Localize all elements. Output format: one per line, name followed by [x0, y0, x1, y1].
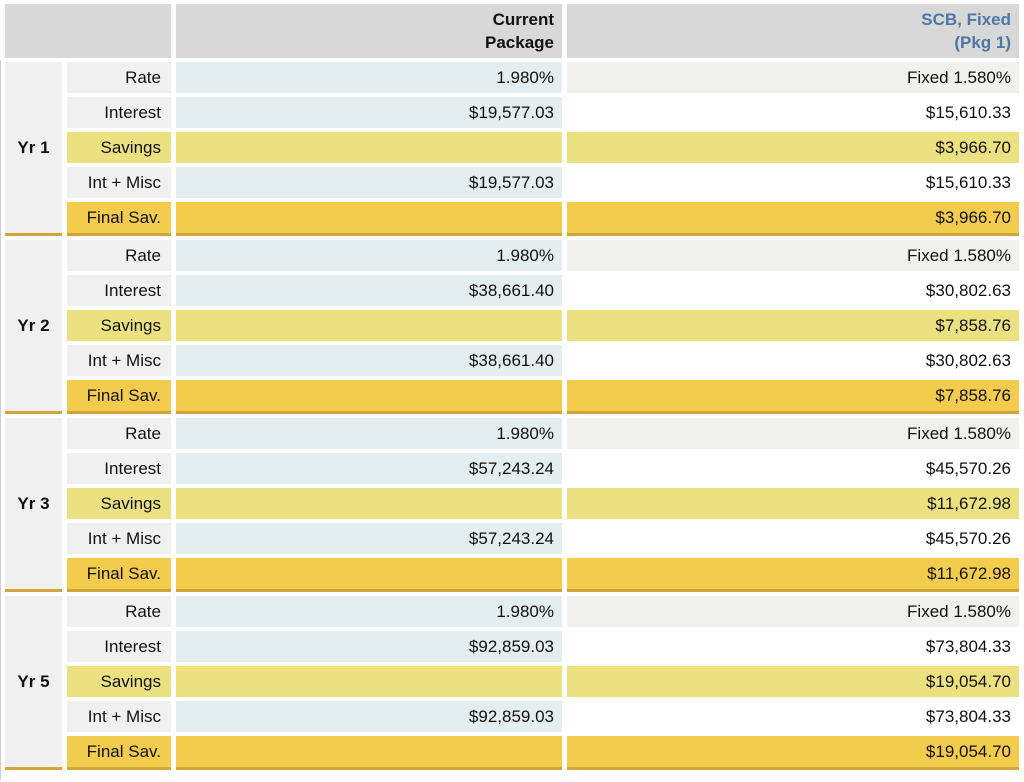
- row-label: Interest: [67, 453, 171, 484]
- row-label: Int + Misc: [67, 523, 171, 554]
- current-value: [176, 558, 562, 592]
- current-value: [176, 202, 562, 236]
- row-label: Savings: [67, 488, 171, 519]
- current-value: [176, 132, 562, 163]
- scb-value: $19,054.70: [567, 736, 1019, 770]
- corner-header: [5, 4, 171, 58]
- current-value: $57,243.24: [176, 523, 562, 554]
- left-edge-line: [0, 60, 1, 780]
- current-value: $38,661.40: [176, 345, 562, 376]
- table-row: Savings $7,858.76: [5, 310, 1019, 341]
- current-value: $19,577.03: [176, 97, 562, 128]
- scb-value: $30,802.63: [567, 345, 1019, 376]
- current-value: $92,859.03: [176, 631, 562, 662]
- row-label: Rate: [67, 596, 171, 627]
- current-value: 1.980%: [176, 596, 562, 627]
- scb-value: $7,858.76: [567, 380, 1019, 414]
- scb-value: $73,804.33: [567, 701, 1019, 732]
- scb-value: Fixed 1.580%: [567, 62, 1019, 93]
- row-label: Int + Misc: [67, 167, 171, 198]
- year-cell: Yr 1: [5, 62, 62, 236]
- scb-value: $11,672.98: [567, 558, 1019, 592]
- current-value: 1.980%: [176, 240, 562, 271]
- scb-value: $73,804.33: [567, 631, 1019, 662]
- table-row: Interest $57,243.24 $45,570.26: [5, 453, 1019, 484]
- current-value: [176, 488, 562, 519]
- table-row: Int + Misc $57,243.24 $45,570.26: [5, 523, 1019, 554]
- table-row: Interest $92,859.03 $73,804.33: [5, 631, 1019, 662]
- row-label: Final Sav.: [67, 380, 171, 414]
- header-row: Current Package SCB, Fixed (Pkg 1): [5, 4, 1019, 58]
- current-value: $92,859.03: [176, 701, 562, 732]
- scb-value: Fixed 1.580%: [567, 240, 1019, 271]
- table-row: Savings $19,054.70: [5, 666, 1019, 697]
- scb-value: $45,570.26: [567, 523, 1019, 554]
- current-value: [176, 736, 562, 770]
- row-label: Int + Misc: [67, 701, 171, 732]
- year-cell: Yr 2: [5, 240, 62, 414]
- table-row: Savings $11,672.98: [5, 488, 1019, 519]
- scb-value: $3,966.70: [567, 132, 1019, 163]
- table-row: Int + Misc $92,859.03 $73,804.33: [5, 701, 1019, 732]
- scb-value: $11,672.98: [567, 488, 1019, 519]
- table-row: Savings $3,966.70: [5, 132, 1019, 163]
- scb-value: $45,570.26: [567, 453, 1019, 484]
- table-row: Int + Misc $38,661.40 $30,802.63: [5, 345, 1019, 376]
- scb-value: $15,610.33: [567, 97, 1019, 128]
- table-row: Yr 2 Rate 1.980% Fixed 1.580%: [5, 240, 1019, 414]
- row-label: Int + Misc: [67, 345, 171, 376]
- table-row: Yr 1 Rate 1.980% Fixed 1.580%: [5, 62, 1019, 236]
- year-cell: Yr 3: [5, 418, 62, 592]
- scb-value: $30,802.63: [567, 275, 1019, 306]
- table-row: Interest $38,661.40 $30,802.63: [5, 275, 1019, 306]
- current-value: [176, 666, 562, 697]
- current-value: $38,661.40: [176, 275, 562, 306]
- current-package-header: Current Package: [176, 4, 562, 58]
- scb-value: Fixed 1.580%: [567, 418, 1019, 449]
- table-row: Final Sav. $11,672.98: [5, 558, 1019, 592]
- current-value: $19,577.03: [176, 167, 562, 198]
- table-row: Final Sav. $3,966.70: [5, 202, 1019, 236]
- row-label: Final Sav.: [67, 736, 171, 770]
- year-cell: Yr 5: [5, 596, 62, 770]
- scb-value: Fixed 1.580%: [567, 596, 1019, 627]
- row-label: Rate: [67, 62, 171, 93]
- scb-value: $7,858.76: [567, 310, 1019, 341]
- row-label: Interest: [67, 631, 171, 662]
- table-row: Interest $19,577.03 $15,610.33: [5, 97, 1019, 128]
- table-row: Yr 5 Rate 1.980% Fixed 1.580%: [5, 596, 1019, 770]
- scb-package-header: SCB, Fixed (Pkg 1): [567, 4, 1019, 58]
- table-row: Final Sav. $19,054.70: [5, 736, 1019, 770]
- row-label: Savings: [67, 132, 171, 163]
- current-value: [176, 380, 562, 414]
- row-label: Rate: [67, 418, 171, 449]
- current-value: $57,243.24: [176, 453, 562, 484]
- table-row: Final Sav. $7,858.76: [5, 380, 1019, 414]
- table-row: Yr 3 Rate 1.980% Fixed 1.580%: [5, 418, 1019, 592]
- row-label: Savings: [67, 310, 171, 341]
- row-label: Rate: [67, 240, 171, 271]
- table-row: Int + Misc $19,577.03 $15,610.33: [5, 167, 1019, 198]
- scb-value: $19,054.70: [567, 666, 1019, 697]
- row-label: Interest: [67, 275, 171, 306]
- current-value: 1.980%: [176, 62, 562, 93]
- current-value: 1.980%: [176, 418, 562, 449]
- scb-value: $15,610.33: [567, 167, 1019, 198]
- row-label: Interest: [67, 97, 171, 128]
- row-label: Final Sav.: [67, 558, 171, 592]
- scb-value: $3,966.70: [567, 202, 1019, 236]
- row-label: Savings: [67, 666, 171, 697]
- row-label: Final Sav.: [67, 202, 171, 236]
- current-value: [176, 310, 562, 341]
